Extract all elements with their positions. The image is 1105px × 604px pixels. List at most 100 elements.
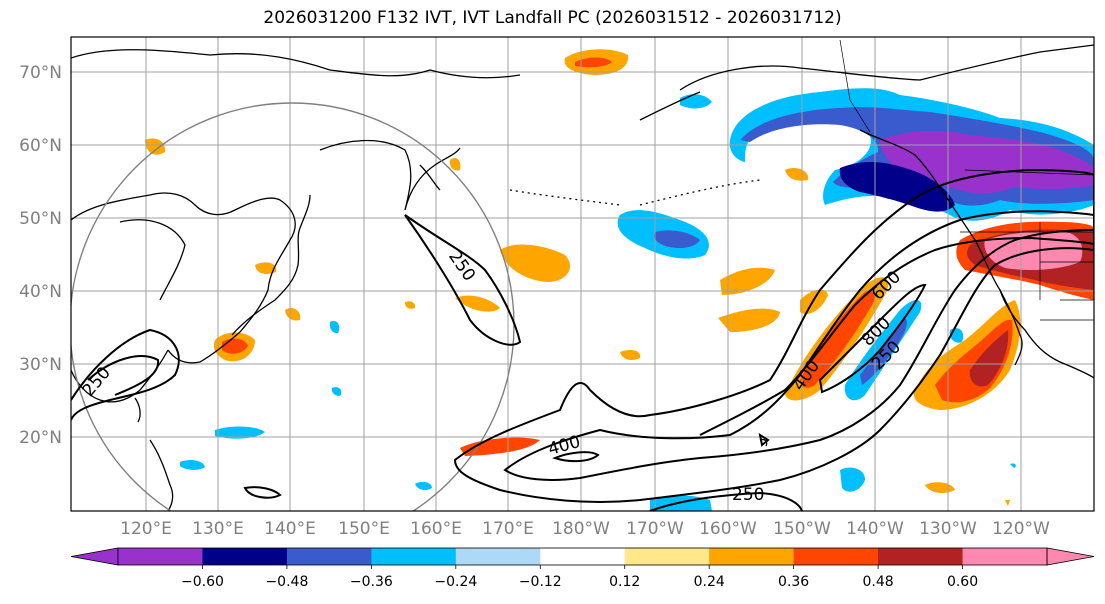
colorbar-tick-label: −0.24 [434, 574, 477, 590]
colorbar-outline [117, 547, 1048, 566]
colorbar-extend-max [1046, 547, 1095, 566]
contour-label-250-south: 250 [732, 485, 764, 505]
shade-pos-midpac-2 [455, 295, 500, 312]
lat-tick-label: 30°N [19, 355, 62, 375]
lon-tick-label: 140°E [264, 519, 316, 539]
coast-baja [999, 289, 1023, 366]
shade-pos-midpac-3 [720, 267, 775, 295]
coastlines [71, 39, 1094, 511]
coast-philippines [149, 439, 174, 511]
contour-250-china-2 [87, 355, 160, 396]
map-frame [70, 36, 1095, 512]
lon-tick-label: 160°E [410, 519, 462, 539]
colorbar-tick-label: −0.36 [350, 574, 393, 590]
shade-pos-blob-130w-3 [969, 330, 1009, 387]
colorbar-bin [118, 548, 203, 565]
lon-tick-label: 150°E [338, 519, 390, 539]
lon-tick-label: 120°E [120, 519, 172, 539]
lat-tick-label: 40°N [19, 282, 62, 302]
shade-neg-streak-2 [860, 318, 907, 385]
shade-pos-japan-3 [285, 308, 301, 321]
shade-pos-china [145, 138, 166, 155]
colorbar-bin [962, 548, 1048, 565]
shade-pos-blob-130w-2 [935, 319, 1013, 403]
coast-arctic-alaska [679, 44, 1094, 91]
shade-pos-midpac-4 [718, 308, 780, 332]
shade-neg-blob-6 [840, 467, 865, 492]
country-borders [960, 169, 1094, 233]
contour-small-philippines [243, 486, 282, 499]
shade-neg-blob-1 [215, 426, 265, 439]
shade-neg-blob-9 [1010, 463, 1016, 468]
contour-800 [818, 283, 927, 394]
colorbar-bin [202, 548, 288, 565]
shade-pos-speck-3 [1005, 500, 1010, 506]
shade-pos-speck-1 [405, 301, 416, 309]
colorbar-bin [455, 548, 541, 565]
alaska-border [839, 39, 871, 133]
ivt-contours [71, 168, 1094, 511]
colorbar-tick-label: −0.60 [181, 574, 224, 590]
shade-pos-midpac-1 [500, 244, 570, 282]
lon-tick-label: 170°E [482, 519, 534, 539]
colorbar-tick-label: 0.24 [694, 574, 725, 590]
colorbar-tick-label: 0.60 [947, 574, 978, 590]
lat-tick-label: 20°N [19, 428, 62, 448]
colorbar-tick-label: −0.48 [265, 574, 308, 590]
colorbar-ticks: −0.60 −0.48 −0.36 −0.24 −0.12 0.12 0.24 0.36 0.4… [181, 565, 978, 590]
colorbar-tick-label: 0.36 [778, 574, 809, 590]
shade-pos-midpac-6 [620, 350, 641, 360]
coast-east-asia [71, 192, 296, 364]
shade-neg-048 [839, 162, 955, 212]
shade-neg-blob-4 [331, 387, 342, 396]
colorbar-bin [540, 548, 626, 565]
lon-tick-label: 130°W [919, 519, 977, 539]
colorbar-bin [709, 548, 795, 565]
coast-aleutians-2 [639, 179, 761, 206]
shade-pos-arctic-2 [575, 57, 612, 68]
latitude-labels: 70°N 60°N 50°N 40°N 30°N 20°N [19, 63, 62, 448]
colorbar-bin [371, 548, 457, 565]
colorbar-bin [793, 548, 879, 565]
colorbar-tick-label: 0.48 [863, 574, 894, 590]
map-gridlines [71, 37, 1094, 511]
shade-pos-midpac-5 [800, 289, 828, 315]
coast-na-west [859, 129, 1094, 379]
colorbar-bin [878, 548, 964, 565]
lon-tick-label: 130°E [192, 519, 244, 539]
colorbar-bin [624, 548, 710, 565]
contour-250-east [453, 168, 1094, 503]
colorbar [70, 547, 1095, 566]
contour-600 [699, 236, 1094, 436]
contour-250-npac [404, 214, 522, 346]
colorbar-tick-label: −0.12 [519, 574, 562, 590]
lon-tick-label: 120°W [992, 519, 1050, 539]
lon-tick-label: 160°W [699, 519, 757, 539]
shade-neg-blob-3 [329, 320, 340, 334]
coast-honshu [231, 227, 301, 336]
contour-inner-400 [552, 451, 600, 463]
coast-taiwan [134, 397, 141, 423]
colorbar-tick-label: 0.12 [609, 574, 640, 590]
lat-tick-label: 50°N [19, 209, 62, 229]
coast-hokkaido [299, 194, 311, 229]
longitude-labels: 120°E 130°E 140°E 150°E 160°E 170°E 180°W 170°W… [120, 519, 1050, 539]
colorbar-extend-min [70, 547, 119, 566]
coast-siberia [71, 49, 521, 79]
coast-kamchatka-2 [419, 164, 441, 191]
contour-250-china [71, 328, 180, 421]
lat-tick-label: 60°N [19, 136, 62, 156]
shade-pos-036-streak [800, 289, 877, 388]
lon-tick-label: 140°W [846, 519, 904, 539]
shade-pos-japan-4 [255, 262, 277, 274]
lon-tick-label: 170°W [626, 519, 684, 539]
lon-tick-label: 180°W [552, 519, 610, 539]
lat-tick-label: 70°N [19, 63, 62, 83]
shade-neg-blob-8 [415, 481, 432, 491]
shade-neg-blob-2 [180, 459, 205, 470]
colorbar-bin [286, 548, 372, 565]
map-title: 2026031200 F132 IVT, IVT Landfall PC (20… [263, 8, 842, 28]
state-borders [1039, 222, 1094, 321]
lon-tick-label: 150°W [773, 519, 831, 539]
